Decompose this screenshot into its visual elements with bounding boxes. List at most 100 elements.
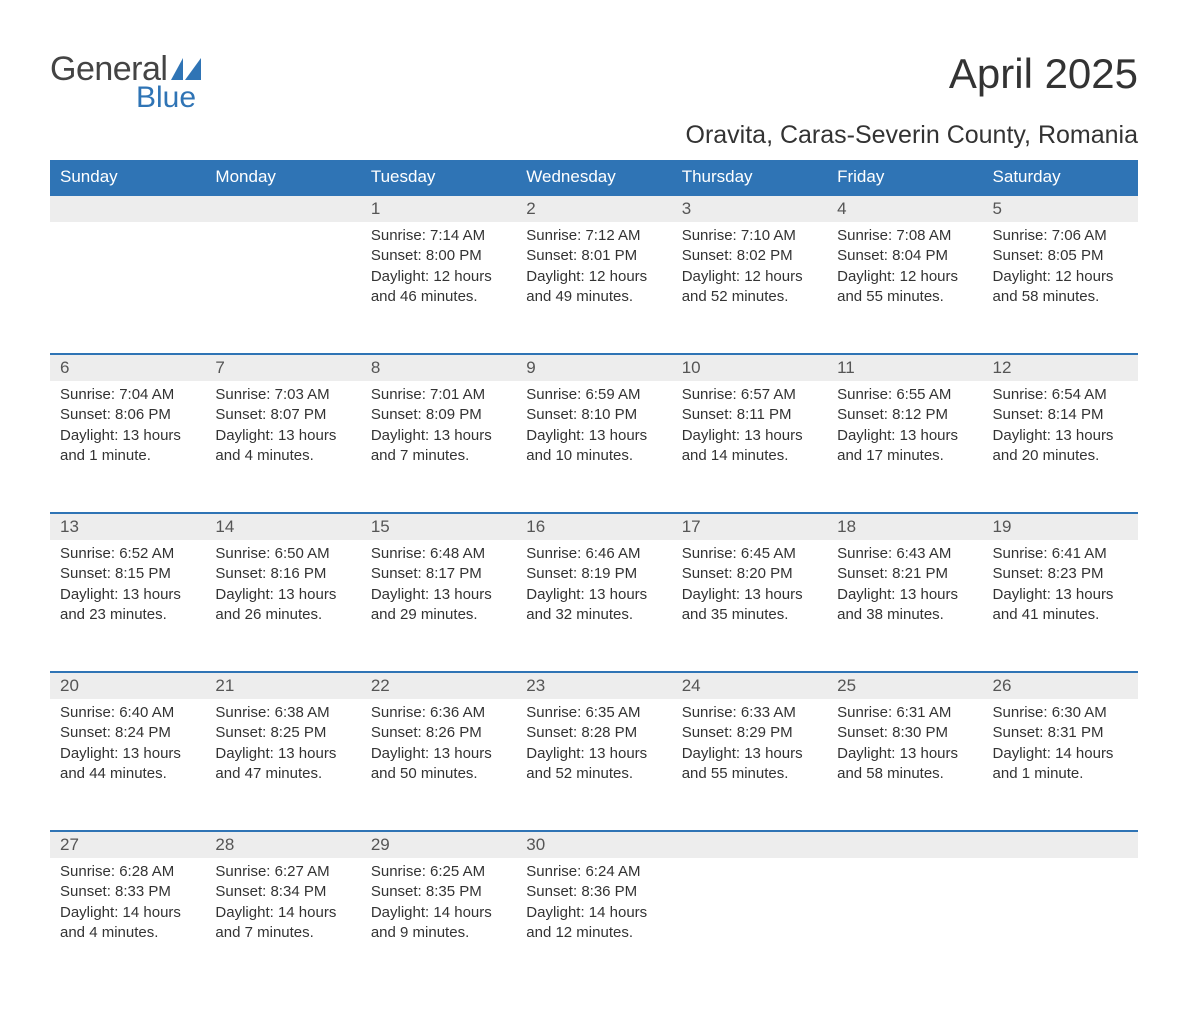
day-number-cell: 16: [516, 513, 671, 540]
day-number: 13: [60, 517, 79, 536]
daylight-line: Daylight: 13 hours and 41 minutes.: [993, 585, 1128, 626]
day-number-cell: [827, 831, 982, 858]
day-cell: Sunrise: 7:12 AMSunset: 8:01 PMDaylight:…: [516, 222, 671, 354]
day-number-cell: 9: [516, 354, 671, 381]
day-content: Sunrise: 7:04 AMSunset: 8:06 PMDaylight:…: [50, 381, 205, 474]
sunset-label: Sunset:: [682, 406, 733, 423]
daylight-label: Daylight:: [682, 586, 740, 603]
sunrise-line: Sunrise: 6:45 AM: [682, 544, 817, 564]
sunset-label: Sunset:: [60, 565, 111, 582]
sunset-line: Sunset: 8:04 PM: [837, 246, 972, 266]
sunset-value: 8:16 PM: [270, 565, 326, 582]
sunrise-value: 6:36 AM: [430, 704, 485, 721]
sunset-line: Sunset: 8:12 PM: [837, 405, 972, 425]
day-number-cell: [50, 195, 205, 222]
sunrise-label: Sunrise:: [993, 227, 1048, 244]
day-content: Sunrise: 7:10 AMSunset: 8:02 PMDaylight:…: [672, 222, 827, 315]
sunset-line: Sunset: 8:24 PM: [60, 723, 195, 743]
sunset-label: Sunset:: [371, 724, 422, 741]
sunset-label: Sunset:: [215, 724, 266, 741]
sunset-value: 8:15 PM: [115, 565, 171, 582]
day-number-cell: 29: [361, 831, 516, 858]
sunset-label: Sunset:: [682, 724, 733, 741]
sunset-label: Sunset:: [371, 247, 422, 264]
day-number: 11: [837, 358, 855, 377]
sunset-line: Sunset: 8:19 PM: [526, 564, 661, 584]
sunset-line: Sunset: 8:21 PM: [837, 564, 972, 584]
day-number-cell: 22: [361, 672, 516, 699]
weekday-header: Thursday: [672, 160, 827, 195]
sunrise-label: Sunrise:: [215, 545, 270, 562]
sunset-line: Sunset: 8:23 PM: [993, 564, 1128, 584]
daylight-label: Daylight:: [371, 586, 429, 603]
sunset-value: 8:02 PM: [737, 247, 793, 264]
day-cell: Sunrise: 6:48 AMSunset: 8:17 PMDaylight:…: [361, 540, 516, 672]
daylight-line: Daylight: 12 hours and 55 minutes.: [837, 267, 972, 308]
sunset-line: Sunset: 8:20 PM: [682, 564, 817, 584]
sunset-label: Sunset:: [526, 247, 577, 264]
day-cell: Sunrise: 6:25 AMSunset: 8:35 PMDaylight:…: [361, 858, 516, 990]
sunrise-value: 6:38 AM: [275, 704, 330, 721]
daylight-line: Daylight: 13 hours and 55 minutes.: [682, 744, 817, 785]
daylight-line: Daylight: 14 hours and 4 minutes.: [60, 903, 195, 944]
sunrise-line: Sunrise: 7:08 AM: [837, 226, 972, 246]
sunset-value: 8:29 PM: [737, 724, 793, 741]
sunset-value: 8:31 PM: [1048, 724, 1104, 741]
day-number: 29: [371, 835, 390, 854]
sunset-value: 8:12 PM: [892, 406, 948, 423]
sunset-line: Sunset: 8:05 PM: [993, 246, 1128, 266]
sunset-line: Sunset: 8:11 PM: [682, 405, 817, 425]
day-cell: Sunrise: 7:10 AMSunset: 8:02 PMDaylight:…: [672, 222, 827, 354]
sunrise-label: Sunrise:: [993, 386, 1048, 403]
sunset-line: Sunset: 8:15 PM: [60, 564, 195, 584]
day-content: Sunrise: 7:08 AMSunset: 8:04 PMDaylight:…: [827, 222, 982, 315]
sunrise-line: Sunrise: 6:46 AM: [526, 544, 661, 564]
sunrise-line: Sunrise: 6:50 AM: [215, 544, 350, 564]
sunset-line: Sunset: 8:14 PM: [993, 405, 1128, 425]
day-cell: Sunrise: 6:33 AMSunset: 8:29 PMDaylight:…: [672, 699, 827, 831]
weekday-header: Wednesday: [516, 160, 671, 195]
daylight-line: Daylight: 14 hours and 1 minute.: [993, 744, 1128, 785]
day-content: Sunrise: 6:41 AMSunset: 8:23 PMDaylight:…: [983, 540, 1138, 633]
sunset-value: 8:19 PM: [581, 565, 637, 582]
daylight-label: Daylight:: [993, 745, 1051, 762]
daylight-line: Daylight: 13 hours and 7 minutes.: [371, 426, 506, 467]
sunrise-value: 6:33 AM: [741, 704, 796, 721]
sunset-value: 8:14 PM: [1048, 406, 1104, 423]
sunrise-label: Sunrise:: [526, 863, 581, 880]
day-content: Sunrise: 7:14 AMSunset: 8:00 PMDaylight:…: [361, 222, 516, 315]
sunset-label: Sunset:: [60, 406, 111, 423]
sunrise-label: Sunrise:: [682, 545, 737, 562]
daylight-line: Daylight: 13 hours and 23 minutes.: [60, 585, 195, 626]
day-cell: Sunrise: 6:30 AMSunset: 8:31 PMDaylight:…: [983, 699, 1138, 831]
sunset-line: Sunset: 8:35 PM: [371, 882, 506, 902]
day-number: 30: [526, 835, 545, 854]
day-number-cell: 21: [205, 672, 360, 699]
sunrise-line: Sunrise: 6:31 AM: [837, 703, 972, 723]
sunset-label: Sunset:: [526, 883, 577, 900]
day-cell: Sunrise: 6:52 AMSunset: 8:15 PMDaylight:…: [50, 540, 205, 672]
daylight-label: Daylight:: [215, 745, 273, 762]
sunrise-label: Sunrise:: [371, 863, 426, 880]
day-content: Sunrise: 6:25 AMSunset: 8:35 PMDaylight:…: [361, 858, 516, 951]
day-content: Sunrise: 6:48 AMSunset: 8:17 PMDaylight:…: [361, 540, 516, 633]
day-number-cell: 15: [361, 513, 516, 540]
day-number-cell: 19: [983, 513, 1138, 540]
sunrise-value: 6:24 AM: [585, 863, 640, 880]
sunrise-label: Sunrise:: [837, 704, 892, 721]
logo-word-blue: Blue: [136, 81, 201, 115]
daylight-label: Daylight:: [215, 427, 273, 444]
day-number-cell: 3: [672, 195, 827, 222]
sunset-line: Sunset: 8:01 PM: [526, 246, 661, 266]
sunrise-value: 6:50 AM: [275, 545, 330, 562]
sunrise-value: 6:43 AM: [896, 545, 951, 562]
day-content: Sunrise: 6:50 AMSunset: 8:16 PMDaylight:…: [205, 540, 360, 633]
sunset-value: 8:33 PM: [115, 883, 171, 900]
sunrise-line: Sunrise: 6:40 AM: [60, 703, 195, 723]
day-number: 16: [526, 517, 545, 536]
sunrise-label: Sunrise:: [993, 545, 1048, 562]
sunrise-line: Sunrise: 6:36 AM: [371, 703, 506, 723]
sunset-value: 8:26 PM: [426, 724, 482, 741]
sunset-value: 8:20 PM: [737, 565, 793, 582]
sunset-line: Sunset: 8:16 PM: [215, 564, 350, 584]
